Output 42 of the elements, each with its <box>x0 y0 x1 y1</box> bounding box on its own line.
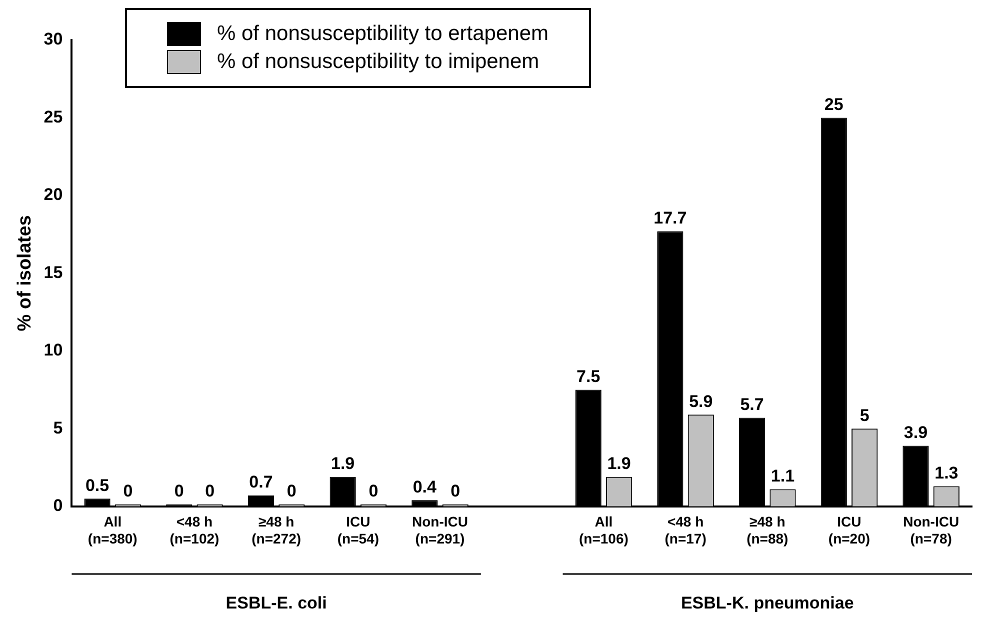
data-label: 1.3 <box>934 463 958 482</box>
x-tick-label: All (n=380) <box>88 514 138 546</box>
data-label: 0.5 <box>85 476 110 495</box>
data-label: 0.4 <box>412 477 438 496</box>
y-axis-title: % of isolates <box>14 215 36 332</box>
y-tick-label: 10 <box>44 340 63 360</box>
data-label: 0 <box>450 482 460 501</box>
data-label: 5 <box>860 406 870 425</box>
data-label: 0 <box>174 482 184 501</box>
y-tick-label: 25 <box>44 107 63 126</box>
legend-label: % of nonsusceptibility to imipenem <box>217 50 540 74</box>
data-label: 1.9 <box>331 454 355 474</box>
data-label: 0 <box>205 482 215 501</box>
text: ESBL-E. coli <box>226 594 327 613</box>
x-tick-label: <48 h (n=102) <box>170 514 220 546</box>
x-tick-label: <48 h (n=17) <box>664 514 706 546</box>
text: ESBL-K. pneumoniae <box>680 594 854 613</box>
data-label: 3.9 <box>904 422 928 442</box>
x-tick-label: ≥48 h (n=88) <box>746 514 788 546</box>
data-label: 0 <box>368 482 378 501</box>
x-tick-label: All (n=106) <box>578 514 628 546</box>
y-tick-label: 0 <box>53 496 63 516</box>
x-tick-label: ICU (n=54) <box>337 514 379 546</box>
y-tick-label: 20 <box>44 185 63 204</box>
data-label: 0.7 <box>249 472 273 492</box>
data-label: 5.9 <box>689 392 713 411</box>
data-label: 1.9 <box>607 454 631 474</box>
data-label: 0 <box>286 482 296 501</box>
x-tick-label: Non-ICU (n=291) <box>412 514 468 546</box>
y-tick-label: 5 <box>53 418 63 438</box>
y-tick-label: 30 <box>44 30 63 49</box>
y-tick-label: 15 <box>44 262 63 282</box>
data-label: 0 <box>123 482 133 501</box>
data-label: 7.5 <box>576 366 600 386</box>
data-label: 1.1 <box>770 466 795 486</box>
x-tick-label: ICU (n=20) <box>828 514 870 546</box>
legend-label: % of nonsusceptibility to ertapenem <box>217 22 549 46</box>
data-label: 25 <box>824 94 844 114</box>
x-tick-label: Non-ICU (n=78) <box>903 514 960 546</box>
data-label: 5.7 <box>740 394 764 414</box>
x-tick-label: ≥48 h (n=272) <box>252 514 302 546</box>
data-label: 17.7 <box>654 208 687 228</box>
